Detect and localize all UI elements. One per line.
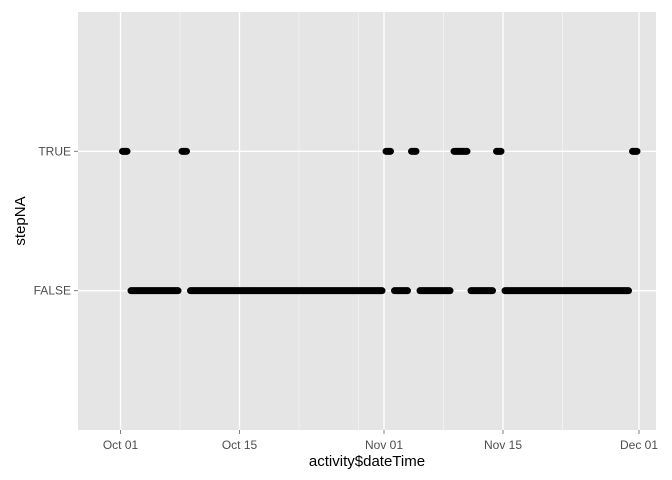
x-tick-label: Nov 15 — [484, 438, 522, 452]
y-tick-label: TRUE — [38, 144, 71, 158]
x-axis-title: activity$dateTime — [309, 453, 425, 470]
x-tick-label: Dec 01 — [620, 438, 658, 452]
data-points — [119, 147, 641, 295]
y-tick-label: FALSE — [34, 284, 71, 298]
x-tick-label: Oct 01 — [103, 438, 139, 452]
x-axis-ticks: Oct 01 Oct 15 Nov 01 Nov 15 Dec 01 — [103, 430, 658, 452]
panel-background — [78, 12, 656, 430]
x-tick-label: Oct 15 — [222, 438, 258, 452]
y-axis-ticks: FALSE TRUE — [34, 144, 78, 298]
y-axis-title: stepNA — [12, 196, 29, 245]
x-tick-label: Nov 01 — [365, 438, 403, 452]
minor-grid — [179, 12, 563, 430]
